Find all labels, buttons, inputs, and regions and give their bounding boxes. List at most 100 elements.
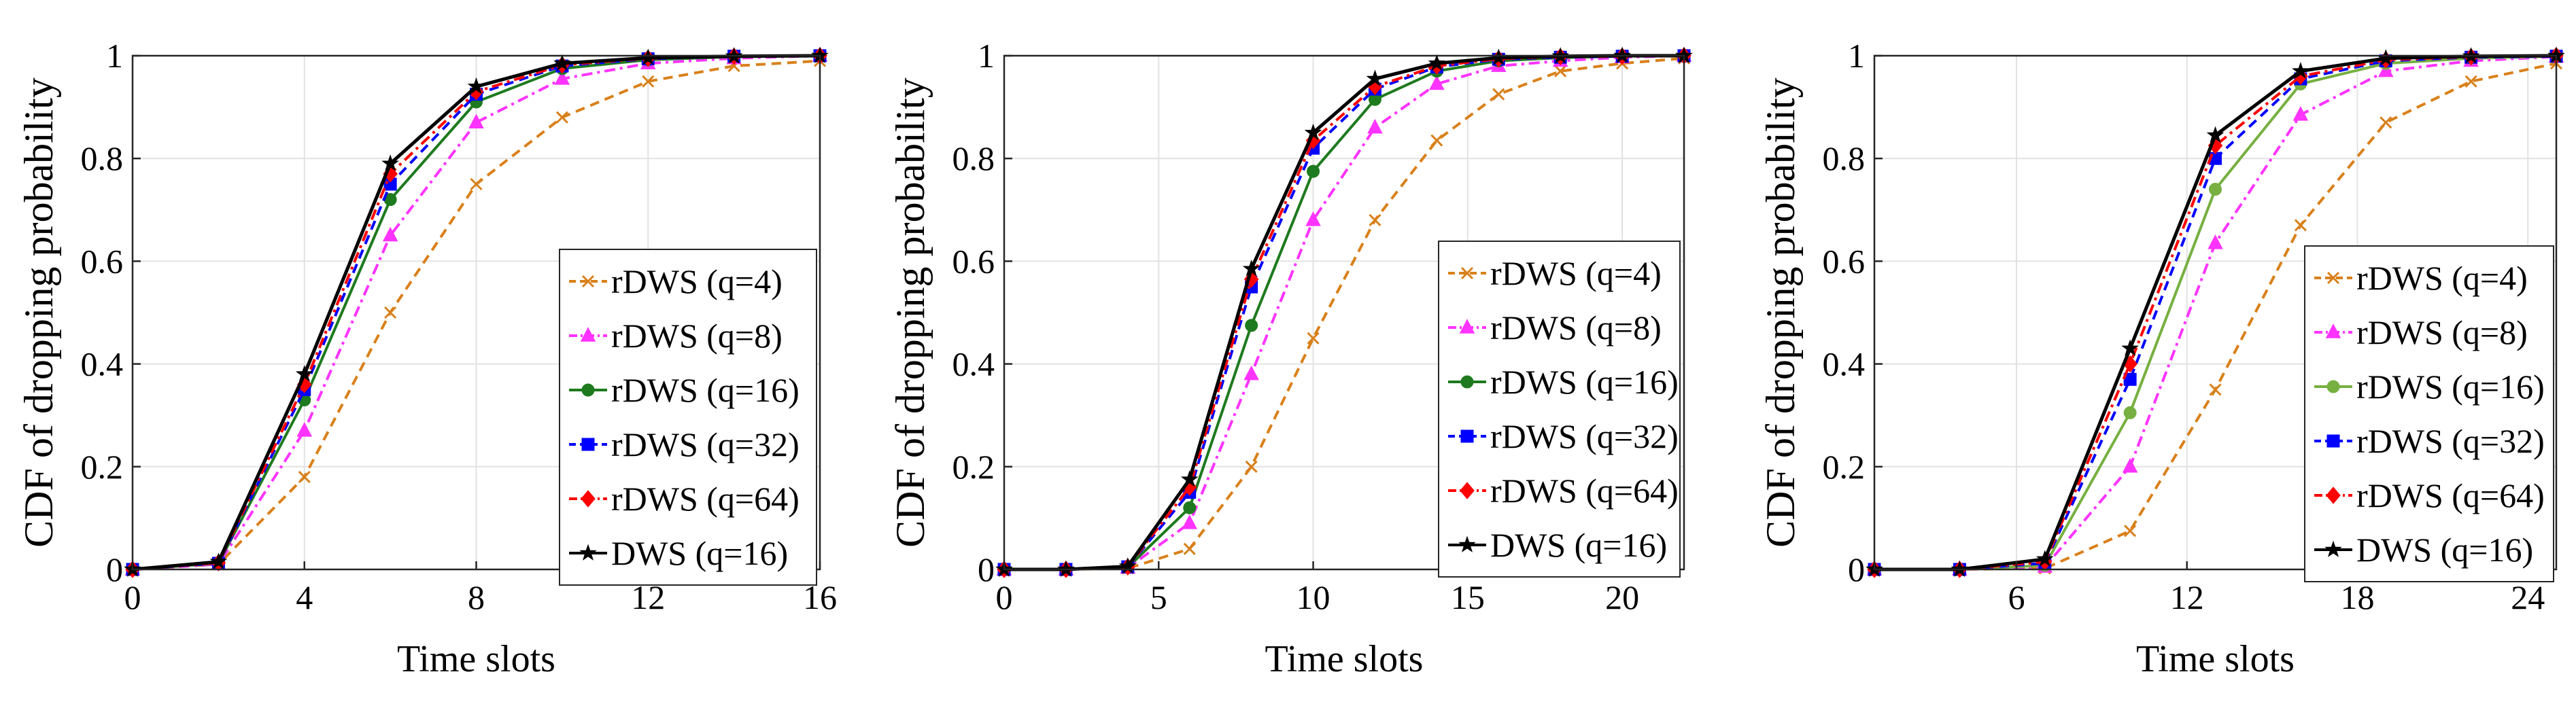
data-point (1492, 88, 1505, 101)
data-point (1304, 123, 1322, 141)
legend-label: rDWS (q=16) (1490, 363, 1679, 401)
data-point (1307, 164, 1320, 178)
data-point (467, 77, 485, 94)
y-axis-label: CDF of dropping probability (16, 77, 61, 548)
y-tick-label: 1 (978, 37, 995, 75)
data-point (382, 226, 398, 242)
legend-marker (1460, 429, 1474, 443)
y-axis-label: CDF of dropping probability (1758, 77, 1803, 548)
data-point (381, 154, 399, 171)
data-point (1183, 542, 1196, 555)
x-tick-label: 4 (296, 578, 313, 616)
data-point (470, 177, 483, 191)
data-point (2124, 525, 2137, 537)
x-tick-label: 10 (1296, 578, 1330, 616)
legend-label: rDWS (q=32) (1490, 417, 1679, 455)
legend-marker (1458, 535, 1476, 552)
y-tick-label: 0.4 (1823, 345, 1866, 383)
y-tick-label: 0.2 (1823, 448, 1866, 486)
data-point (1180, 470, 1199, 487)
legend-entry: DWS (q=16) (1448, 526, 1667, 564)
legend-entry: rDWS (q=64) (2314, 476, 2545, 514)
legend-label: rDWS (q=64) (611, 480, 800, 518)
data-point (1183, 501, 1197, 514)
x-axis-label: Time slots (397, 638, 555, 680)
y-tick-label: 1 (1848, 37, 1865, 75)
legend-entry: DWS (q=16) (569, 534, 788, 572)
data-point (2122, 457, 2138, 473)
x-tick-label: 8 (468, 578, 485, 616)
legend-box (2304, 245, 2554, 582)
x-tick-label: 5 (1150, 578, 1167, 616)
data-point (2292, 106, 2309, 121)
data-point (1242, 260, 1260, 277)
x-tick-label: 0 (124, 578, 141, 616)
data-point (2036, 550, 2054, 567)
data-point (555, 111, 568, 124)
legend-label: rDWS (q=4) (611, 262, 783, 300)
data-point (2294, 219, 2307, 232)
legend-label: rDWS (q=64) (1490, 472, 1679, 510)
data-point (1182, 514, 1198, 529)
data-point (1366, 69, 1384, 86)
legend-label: rDWS (q=16) (611, 371, 800, 409)
legend-label: rDWS (q=4) (2356, 259, 2528, 297)
x-tick-label: 18 (2340, 578, 2374, 616)
legend-label: rDWS (q=8) (1490, 308, 1662, 347)
data-point (2465, 75, 2477, 88)
data-point (296, 422, 313, 437)
legend-entry: rDWS (q=16) (2314, 368, 2545, 406)
legend-entry: rDWS (q=64) (1448, 472, 1679, 510)
data-point (1554, 65, 1567, 77)
legend-marker (1460, 266, 1474, 280)
axes-frame (1003, 54, 1685, 571)
y-axis-label: CDF of dropping probability (888, 77, 933, 548)
legend-label: DWS (q=16) (611, 534, 788, 572)
legend-marker (2324, 540, 2342, 557)
legend-label: rDWS (q=64) (2356, 476, 2545, 514)
y-tick-label: 0.8 (952, 139, 995, 177)
legend: rDWS (q=4) rDWS (q=8) rDWS (q=16) rDWS (q=3… (2304, 245, 2554, 582)
x-axis-label: Time slots (1265, 638, 1424, 680)
legend-entry: rDWS (q=8) (2314, 313, 2528, 351)
data-point (1369, 213, 1381, 226)
data-point (298, 470, 311, 483)
data-point (2121, 339, 2139, 356)
chart-panel-3: 6 12 18 24 0 0.2 0.4 0.6 0.8 1 Time slots CDF of dr… (1758, 37, 2565, 680)
series-line (132, 54, 821, 571)
y-tick-label: 0 (978, 550, 995, 588)
data-point (1428, 54, 1446, 71)
data-point (1305, 211, 1321, 226)
axes-frame (1873, 54, 2558, 571)
legend-entry: rDWS (q=8) (1448, 308, 1662, 347)
data-point (2380, 116, 2392, 129)
data-point (1245, 460, 1258, 473)
legend-box (559, 249, 817, 586)
legend-entry: rDWS (q=64) (569, 480, 800, 518)
y-tick-label: 0.8 (1823, 139, 1866, 177)
y-tick-label: 0.6 (952, 242, 995, 280)
data-point (2209, 183, 2222, 196)
legend-marker (2326, 271, 2340, 285)
data-point (295, 365, 313, 382)
legend-box (1438, 241, 1681, 578)
legend-marker (579, 544, 597, 561)
legend-entry: rDWS (q=16) (1448, 363, 1679, 401)
data-point (2208, 234, 2223, 249)
legend-entry: rDWS (q=4) (1448, 254, 1662, 292)
y-tick-label: 0.4 (81, 345, 124, 383)
data-point (1307, 332, 1320, 345)
legend-marker (580, 327, 596, 342)
legend-marker (581, 438, 595, 451)
data-point (1368, 92, 1381, 106)
data-point (1367, 119, 1383, 134)
legend-entry: rDWS (q=4) (569, 262, 783, 300)
x-tick-label: 6 (2008, 578, 2025, 616)
y-tick-label: 0 (1848, 550, 1865, 588)
y-tick-label: 0 (106, 550, 123, 588)
legend-marker (2326, 380, 2340, 393)
legend-label: rDWS (q=16) (2356, 368, 2545, 406)
legend-entry: rDWS (q=8) (569, 317, 783, 355)
legend-marker (581, 275, 595, 288)
